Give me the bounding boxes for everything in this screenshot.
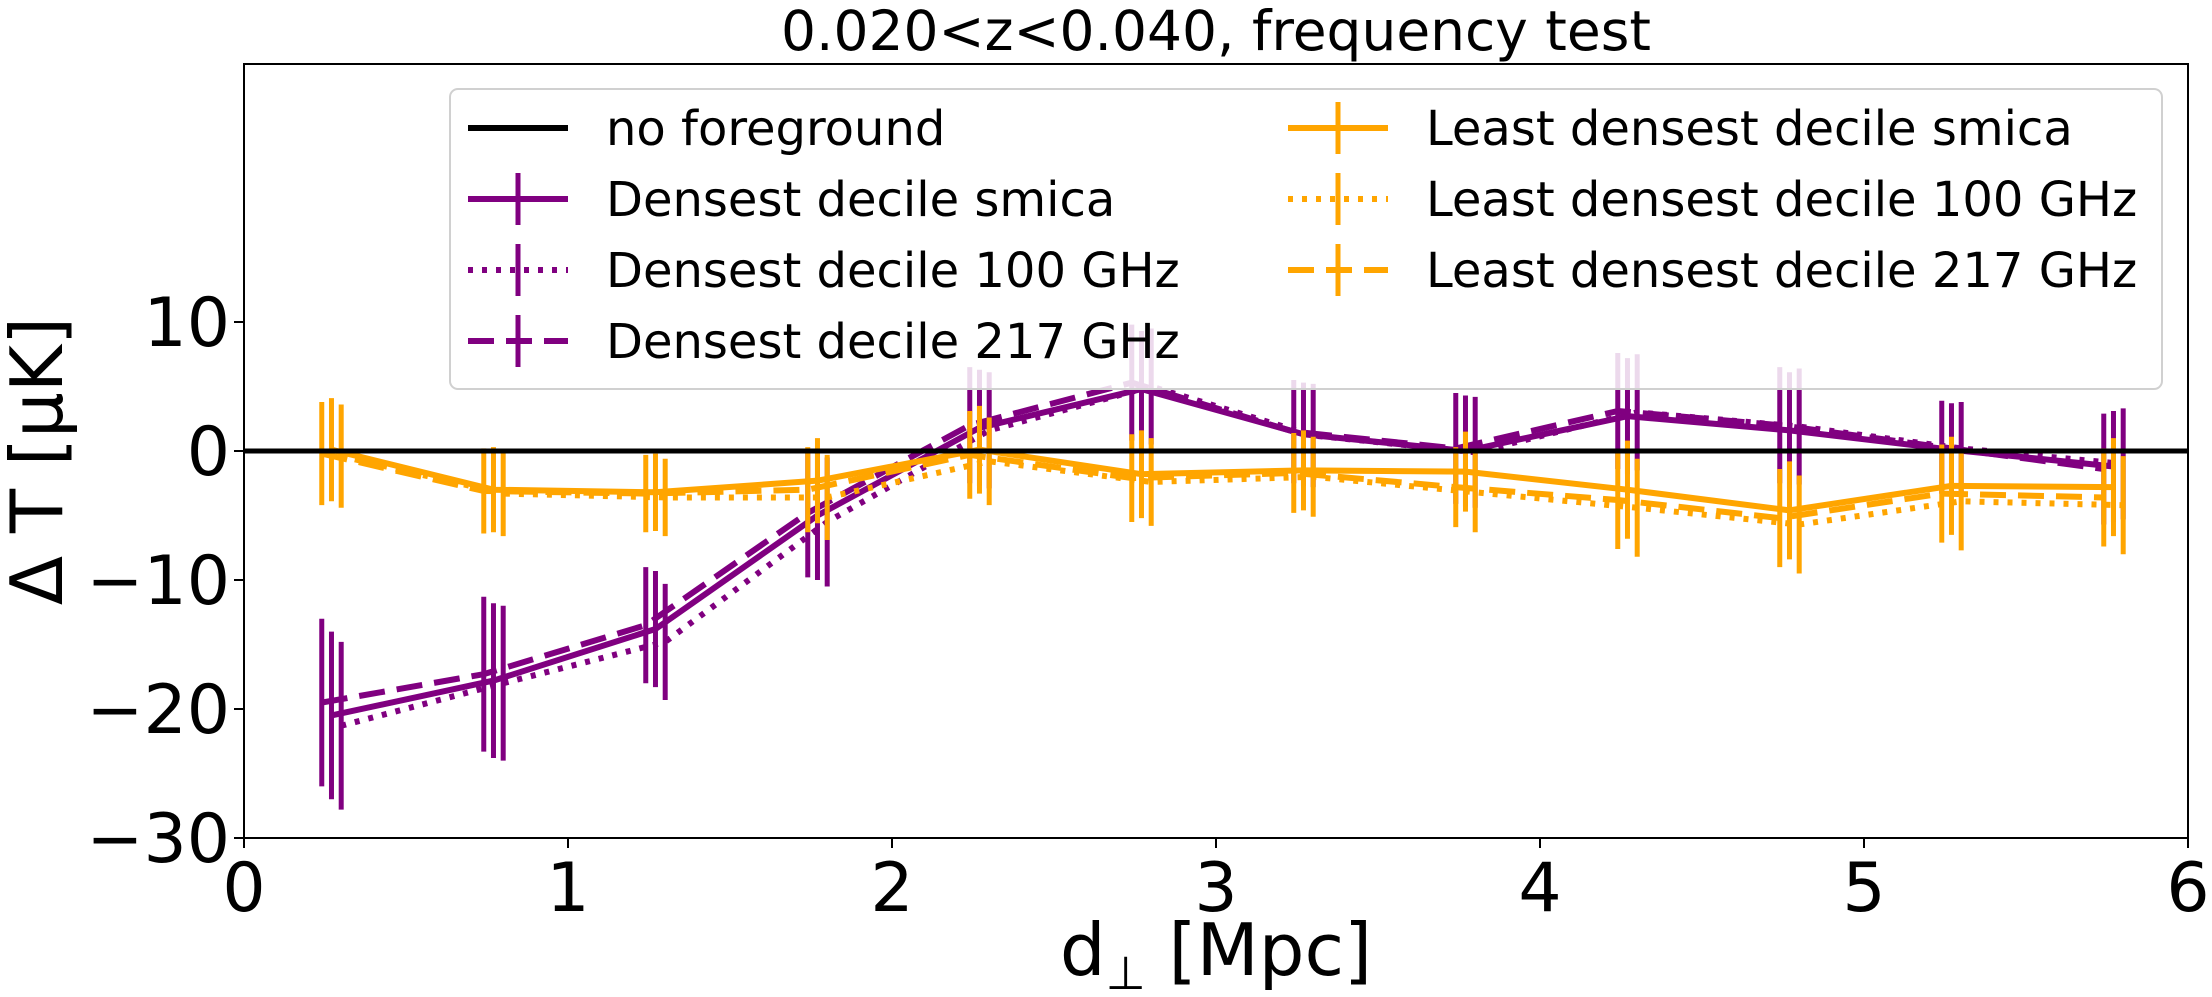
legend-label: Densest decile 100 GHz (606, 243, 1180, 299)
series-6 (319, 401, 2107, 568)
legend-item: Densest decile 217 GHz (468, 314, 1180, 370)
series-layer (319, 324, 2126, 810)
series-1 (328, 331, 2116, 800)
legend-label: Densest decile smica (606, 172, 1115, 228)
series-4 (328, 398, 2116, 560)
legend-item: Densest decile smica (468, 172, 1115, 228)
y-tick-label: 0 (187, 413, 230, 492)
legend-label: Least densest decile 217 GHz (1426, 243, 2137, 299)
legend-item: Densest decile 100 GHz (468, 243, 1180, 299)
legend-item: Least densest decile 217 GHz (1288, 243, 2137, 299)
legend: no foreground Densest decile smica Densest… (449, 88, 2163, 390)
legend-label: Least densest decile smica (1426, 101, 2073, 157)
legend-item: no foreground (468, 101, 945, 157)
series-line (321, 379, 2105, 706)
legend-item: Least densest decile smica (1288, 101, 2073, 157)
x-axis-label-subscript: ⊥ (1106, 946, 1146, 997)
series-line (340, 453, 2124, 528)
y-tick-label: −20 (86, 671, 230, 750)
x-tick-label: 5 (1842, 849, 1885, 928)
series-3 (319, 324, 2107, 787)
series-line (330, 446, 2114, 514)
series-5 (338, 404, 2126, 574)
x-axis-label-main: d (1060, 908, 1106, 992)
y-axis: −30 −20 −10 0 10 (86, 284, 244, 879)
x-axis: 0 1 2 3 4 5 6 (222, 838, 2210, 928)
x-tick-label: 2 (870, 849, 913, 928)
x-tick-label: 0 (222, 849, 265, 928)
y-tick-label: −30 (86, 800, 230, 879)
chart-title: 0.020<z<0.040, frequency test (781, 0, 1651, 63)
series-line (321, 450, 2104, 522)
legend-box (449, 88, 2163, 390)
x-tick-label: 4 (1518, 849, 1561, 928)
legend-label: no foreground (606, 101, 945, 157)
legend-label: Densest decile 217 GHz (606, 314, 1180, 370)
series-line (330, 386, 2114, 719)
x-tick-label: 3 (1194, 849, 1237, 928)
legend-item: Least densest decile 100 GHz (1288, 172, 2137, 228)
legend-label: Least densest decile 100 GHz (1426, 172, 2137, 228)
x-tick-label: 1 (546, 849, 589, 928)
y-axis-label: Δ T [μK] (0, 317, 79, 605)
y-tick-label: 10 (143, 284, 230, 363)
y-tick-label: −10 (86, 542, 230, 621)
x-tick-label: 6 (2166, 849, 2209, 928)
x-axis-label-unit: [Mpc] (1146, 908, 1372, 992)
series-2 (338, 328, 2126, 810)
x-axis-label: d⊥ [Mpc] (1060, 908, 1372, 997)
